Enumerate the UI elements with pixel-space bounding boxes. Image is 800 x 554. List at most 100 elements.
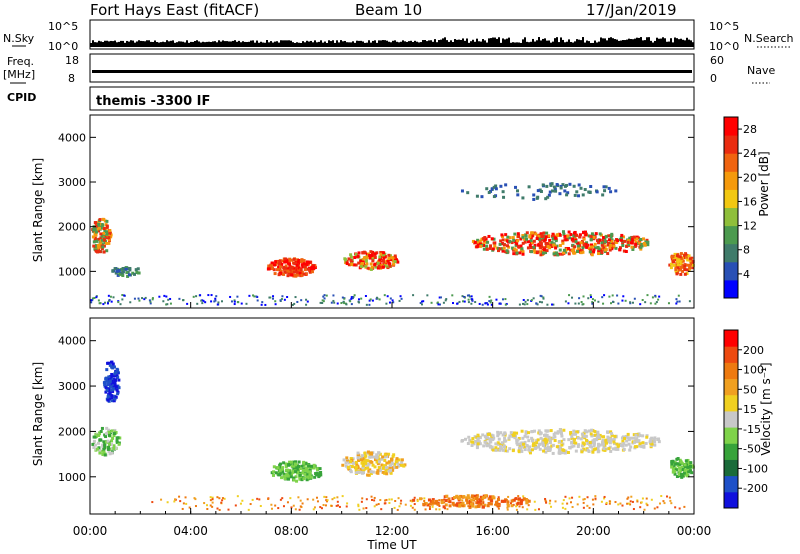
velocity-colorbar-swatch [724, 410, 738, 428]
velocity-cell [606, 430, 610, 434]
power-cell [357, 298, 360, 301]
velocity-cell [597, 444, 601, 448]
velocity-cell [684, 459, 688, 463]
velocity-cell [365, 507, 368, 510]
nsky-bar [678, 39, 680, 47]
power-cell [612, 244, 616, 248]
power-cell [603, 248, 607, 252]
nsky-bar [464, 40, 466, 47]
velocity-cell [351, 461, 355, 465]
power-cell [514, 243, 518, 247]
nsky-bar [488, 38, 490, 47]
nsky-bar [630, 39, 632, 47]
power-cell [501, 190, 505, 194]
velocity-cell [97, 446, 101, 450]
velocity-cell [368, 451, 372, 455]
power-cell [550, 241, 554, 245]
power-cell [536, 250, 540, 254]
velocity-cell [491, 448, 495, 452]
velocity-cell [488, 495, 492, 499]
power-cell [236, 295, 239, 298]
power-cell [386, 259, 390, 263]
power-ylabel: Slant Range [km] [31, 158, 45, 262]
nsky-bar [572, 42, 574, 47]
velocity-cell [542, 449, 546, 453]
velocity-cell [465, 496, 469, 500]
velocity-cell [574, 430, 578, 434]
power-ytick-label: 3000 [58, 176, 86, 189]
power-cell [566, 234, 570, 238]
power-cell [299, 260, 303, 264]
nsky-bar [270, 41, 272, 47]
velocity-cell [473, 494, 477, 498]
power-cell [475, 194, 479, 198]
power-cell [555, 244, 559, 248]
velocity-cell [110, 429, 114, 433]
power-cell [102, 227, 106, 231]
velocity-cell [356, 453, 360, 457]
power-cell [137, 271, 141, 275]
nsky-bar [360, 40, 362, 47]
velocity-cell [106, 398, 110, 402]
velocity-cell [346, 502, 349, 505]
power-cell [530, 231, 534, 235]
power-cell [614, 189, 618, 193]
power-cell [590, 296, 593, 299]
time-axis: 00:00 04:00 08:00 12:00 16:00 20:00 00:00 [73, 302, 711, 538]
power-cell [579, 241, 583, 245]
velocity-cell [633, 440, 637, 444]
velocity-cell [194, 498, 197, 501]
velocity-cell [537, 445, 541, 449]
power-cell [524, 300, 527, 303]
power-cell [598, 232, 602, 236]
velocity-cell [580, 450, 584, 454]
velocity-cell [457, 503, 461, 507]
velocity-cell [673, 461, 677, 465]
power-cell [376, 266, 380, 270]
velocity-cell [541, 443, 545, 447]
power-cell [340, 302, 343, 305]
nsky-bar [336, 40, 338, 47]
velocity-cell [629, 503, 632, 506]
power-cell [106, 302, 109, 305]
nsky-bar [386, 40, 388, 47]
power-cell [521, 250, 525, 254]
nsky-bar [590, 42, 592, 47]
velocity-cell [533, 429, 537, 433]
power-cell [519, 237, 523, 241]
velocity-cell [635, 437, 639, 441]
power-cell [547, 234, 551, 238]
power-cell [667, 302, 670, 305]
velocity-cell [335, 504, 338, 507]
power-cell [561, 239, 565, 243]
velocity-cell [611, 447, 615, 451]
nsky-bar [426, 41, 428, 47]
velocity-cell [604, 441, 608, 445]
velocity-cell [390, 460, 394, 464]
power-cell [399, 295, 402, 298]
nsky-bar [500, 42, 502, 47]
power-cell [389, 258, 393, 262]
power-cell [606, 252, 610, 256]
velocity-cell [209, 499, 212, 502]
nsky-bar [278, 42, 280, 47]
power-cell [105, 230, 109, 234]
power-cell [321, 299, 324, 302]
power-cell [370, 265, 374, 269]
velocity-cell [428, 502, 432, 506]
velocity-cell [391, 454, 395, 458]
velocity-cell [115, 374, 119, 378]
power-cell [121, 298, 124, 301]
velocity-cell [544, 499, 547, 502]
velocity-cell [690, 471, 694, 475]
velocity-cell [558, 450, 562, 454]
velocity-cell [551, 443, 555, 447]
nsky-bar [492, 37, 494, 47]
power-cell [303, 265, 307, 269]
velocity-cell [500, 499, 504, 503]
nsky-bar [536, 40, 538, 47]
power-cell [562, 232, 566, 236]
power-cell [604, 235, 608, 239]
velocity-cell [330, 504, 333, 507]
